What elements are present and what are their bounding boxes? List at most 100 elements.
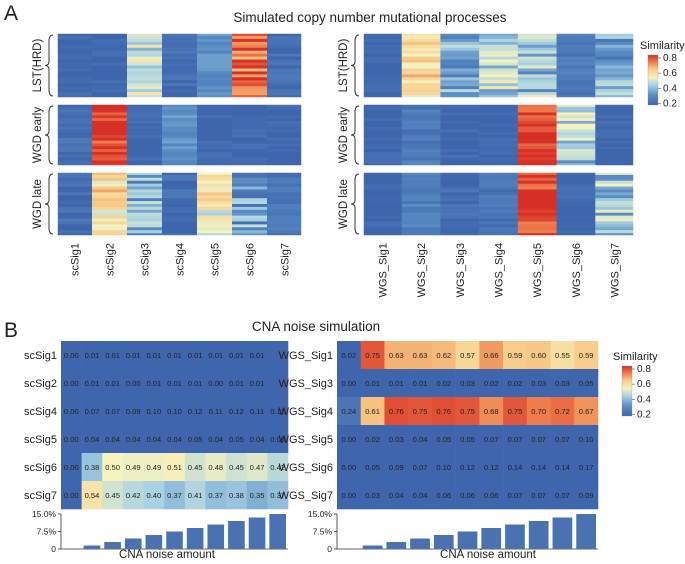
- heatmap-cell: [363, 177, 403, 182]
- heatmap-cell: [162, 56, 198, 60]
- heatmap-cell: [440, 53, 480, 58]
- heatmap-cell: [517, 132, 557, 136]
- bar: [386, 542, 407, 549]
- heatmap-cell: [92, 160, 128, 164]
- heatmap-cell: [92, 218, 128, 222]
- cell-value: 0.01: [229, 379, 244, 388]
- heatmap-cell: [232, 80, 268, 84]
- heatmap-cell: [440, 172, 480, 176]
- heatmap-cell: [479, 206, 519, 211]
- heatmap-cell: [517, 74, 557, 78]
- heatmap-cell: [57, 120, 93, 125]
- heatmap-cell: [595, 172, 635, 176]
- heatmap-cell: [57, 129, 93, 133]
- heatmap-cell: [440, 123, 480, 127]
- group-brace: [350, 34, 360, 97]
- heatmap-cell: [57, 74, 93, 78]
- heatmap-cell: [57, 77, 93, 81]
- heatmap-cell: [517, 109, 557, 113]
- heatmap-cell: [164, 341, 186, 370]
- cell-value: 0.75: [460, 407, 475, 416]
- heatmap-cell: [556, 132, 596, 136]
- heatmap-cell: [57, 115, 93, 119]
- heatmap-cell: [401, 206, 441, 211]
- legend-tick-label: 0.6: [637, 379, 651, 390]
- heatmap-cell: [440, 120, 480, 125]
- heatmap-cell: [401, 195, 441, 199]
- heatmap-cell: [267, 56, 303, 60]
- heatmap-cell: [595, 143, 635, 147]
- heatmap-cell: [267, 192, 303, 196]
- heatmap-cell: [267, 33, 303, 37]
- heatmap-cell: [401, 140, 441, 144]
- heatmap-cell: [162, 160, 198, 164]
- heatmap-cell: [92, 118, 128, 122]
- heatmap-cell: [517, 201, 557, 205]
- heatmap-cell: [556, 74, 596, 78]
- heatmap-cell: [479, 132, 519, 136]
- cell-value: 0.61: [365, 407, 380, 416]
- heatmap-cell: [232, 163, 268, 167]
- heatmap-cell: [92, 120, 128, 125]
- heatmap-cell: [556, 65, 596, 69]
- heatmap-cell: [517, 180, 557, 185]
- heatmap-cell: [267, 118, 303, 122]
- heatmap-cell: [162, 224, 198, 228]
- heatmap-cell: [162, 132, 198, 136]
- heatmap-cell: [363, 154, 403, 158]
- legend-b-colorbar: [621, 365, 633, 417]
- heatmap-cell: [401, 227, 441, 231]
- heatmap-cell: [440, 149, 480, 153]
- heatmap-block-border: [362, 103, 635, 167]
- cell-value: 0.01: [167, 379, 182, 388]
- heatmap-cell: [57, 33, 93, 37]
- heatmap-cell: [197, 109, 233, 113]
- heatmap-cell: [595, 80, 635, 84]
- heatmap-cell: [440, 62, 480, 66]
- heatmap-cell: [197, 135, 233, 139]
- legend-tick-label: 0.8: [663, 53, 677, 64]
- heatmap-cell: [127, 115, 163, 119]
- heatmap-cell: [267, 195, 303, 199]
- heatmap-cell: [440, 77, 480, 81]
- heatmap-cell: [57, 209, 93, 214]
- heatmap-cell: [162, 71, 198, 75]
- heatmap-cell: [455, 397, 480, 426]
- heatmap-cell: [440, 195, 480, 199]
- heatmap-cell: [61, 453, 82, 482]
- heatmap-cell: [556, 123, 596, 127]
- heatmap-cell: [232, 218, 268, 222]
- heatmap-cell: [232, 126, 268, 130]
- column-label: scSig2: [105, 243, 117, 276]
- heatmap-cell: [267, 41, 303, 46]
- heatmap-cell: [401, 86, 441, 90]
- heatmap-cell: [440, 212, 480, 217]
- heatmap-cell: [267, 50, 303, 55]
- heatmap-cell: [479, 137, 519, 142]
- heatmap-cell: [92, 198, 128, 202]
- heatmap-cell: [401, 56, 441, 60]
- heatmap-cell: [517, 118, 557, 122]
- heatmap-cell: [550, 425, 575, 454]
- column-label: scSig6: [245, 243, 257, 276]
- heatmap-cell: [595, 53, 635, 58]
- row-label: WGS_Sig3: [279, 378, 333, 390]
- heatmap-cell: [517, 77, 557, 81]
- heatmap-cell: [127, 129, 163, 133]
- cell-value: 0.01: [105, 379, 120, 388]
- cell-value: 0.42: [126, 491, 141, 500]
- heatmap-cell: [232, 120, 268, 125]
- heatmap-cell: [595, 118, 635, 122]
- heatmap-cell: [197, 177, 233, 182]
- cell-value: 0.02: [341, 351, 356, 360]
- heatmap-cell: [162, 126, 198, 130]
- heatmap-cell: [360, 425, 385, 454]
- heatmap-cell: [232, 143, 268, 147]
- cell-value: 0.38: [85, 463, 100, 472]
- heatmap-cell: [440, 92, 480, 96]
- bar: [528, 521, 549, 549]
- heatmap-cell: [431, 425, 456, 454]
- heatmap-cell: [197, 143, 233, 147]
- heatmap-cell: [595, 120, 635, 125]
- heatmap-cell: [162, 53, 198, 58]
